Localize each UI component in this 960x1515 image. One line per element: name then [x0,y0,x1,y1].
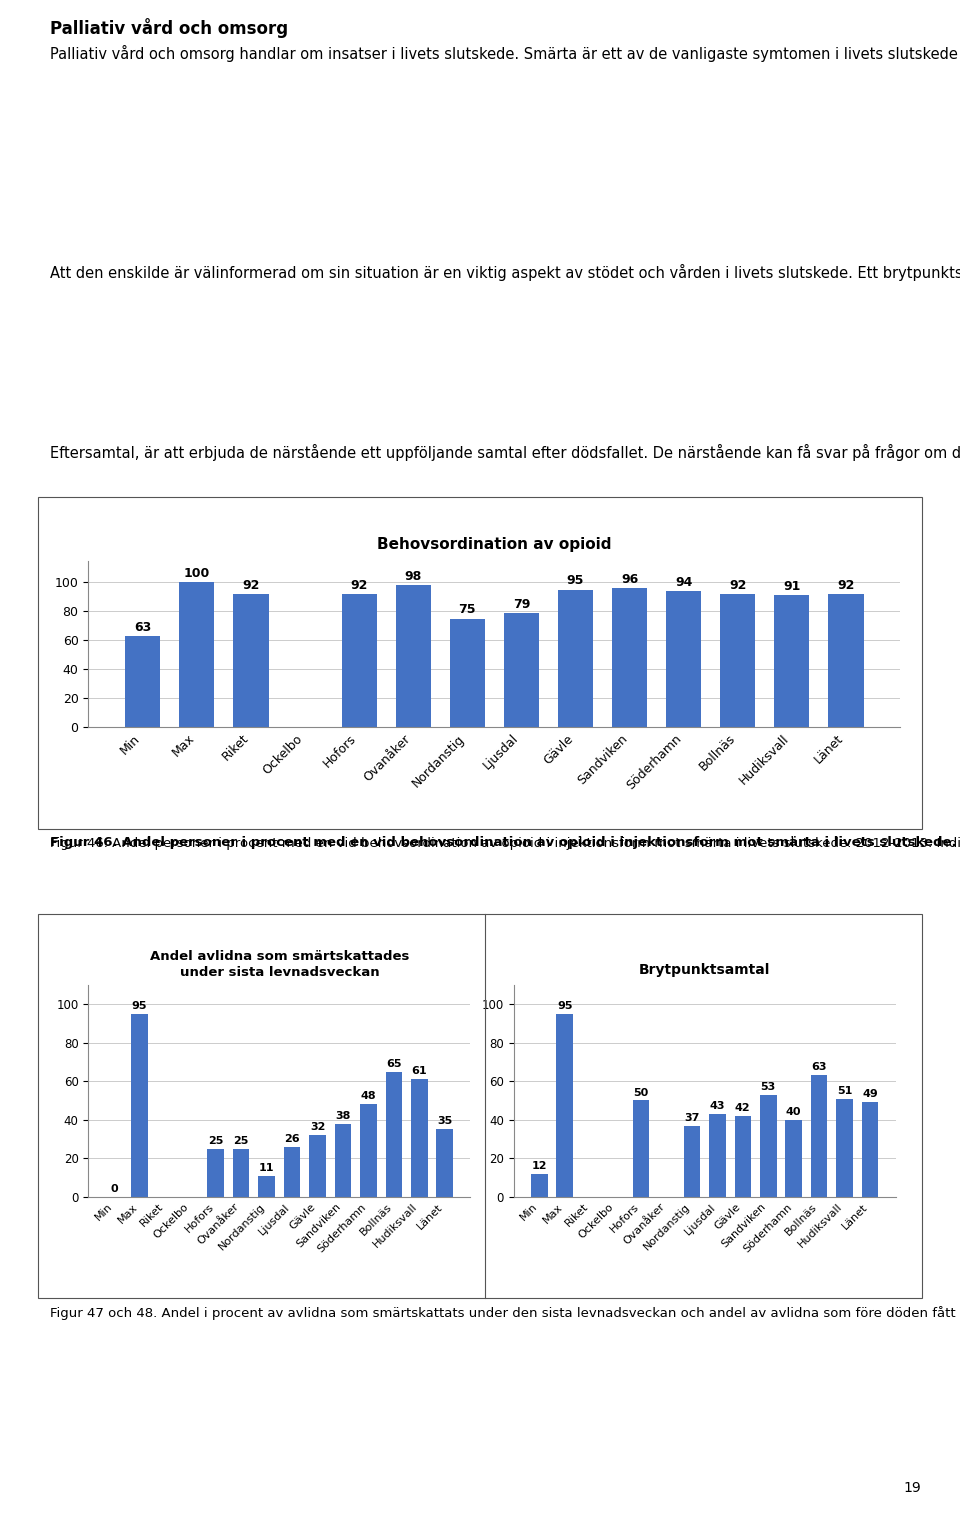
Text: 92: 92 [242,579,260,592]
Bar [309,1135,325,1197]
Text: 92: 92 [837,579,854,592]
Title: Andel avlidna som smärtskattades
under sista levnadsveckan: Andel avlidna som smärtskattades under s… [150,950,409,979]
Text: Att den enskilde är välinformerad om sin situation är en viktig aspekt av stödet: Att den enskilde är välinformerad om sin… [50,264,960,280]
Bar [760,1095,777,1197]
Bar [437,1129,453,1197]
Text: 92: 92 [729,579,747,592]
Text: 25: 25 [208,1136,224,1145]
Bar [666,591,702,727]
Bar [531,1174,547,1197]
Text: 96: 96 [621,573,638,586]
Text: Palliativ vård och omsorg handlar om insatser i livets slutskede. Smärta är ett : Palliativ vård och omsorg handlar om ins… [50,45,960,62]
Bar [396,585,431,727]
Text: 79: 79 [513,597,530,611]
Bar [284,1147,300,1197]
Text: 51: 51 [837,1086,852,1095]
Bar [258,1176,275,1197]
Text: 95: 95 [557,1001,572,1011]
Text: 95: 95 [566,574,585,588]
Bar [836,1098,852,1197]
Text: Palliativ vård och omsorg: Palliativ vård och omsorg [50,18,288,38]
Text: 91: 91 [783,580,801,594]
Text: 49: 49 [862,1089,877,1100]
Bar [862,1103,878,1197]
Bar [233,1148,250,1197]
Bar [360,1104,376,1197]
Bar [828,594,864,727]
Text: 38: 38 [335,1110,350,1121]
Bar [557,1014,573,1197]
Text: Figur 47 och 48. Andel i procent av avlidna som smärtskattats under den sista le: Figur 47 och 48. Andel i procent av avli… [50,1306,960,1320]
Title: Behovsordination av opioid: Behovsordination av opioid [377,538,612,553]
Text: 48: 48 [361,1091,376,1101]
Text: 0: 0 [110,1183,118,1194]
Title: Brytpunktsamtal: Brytpunktsamtal [639,962,770,977]
Text: 12: 12 [532,1160,547,1171]
Bar [558,589,593,727]
Bar [633,1100,649,1197]
Text: 25: 25 [233,1136,249,1145]
Bar [125,636,160,727]
Bar [207,1148,224,1197]
Text: 40: 40 [786,1107,802,1117]
Bar [720,594,756,727]
Text: 43: 43 [709,1101,725,1110]
Text: 63: 63 [134,621,152,633]
Bar [775,595,809,727]
Bar [233,594,269,727]
Bar [411,1079,427,1197]
Text: Figur 46. Andel personer i procent med en vid behovsordination av opioid i injek: Figur 46. Andel personer i procent med e… [50,836,960,850]
Text: 50: 50 [634,1088,649,1097]
Text: 26: 26 [284,1133,300,1144]
Text: 63: 63 [811,1062,827,1073]
Text: 65: 65 [386,1059,401,1068]
Text: Figur 46. Andel personer i procent med en vid behovsordination av opioid i injek: Figur 46. Andel personer i procent med e… [50,836,960,850]
Text: 94: 94 [675,576,692,589]
Bar [734,1117,751,1197]
Bar [386,1071,402,1197]
Text: 61: 61 [412,1067,427,1076]
Text: 100: 100 [183,567,210,580]
Bar [132,1014,148,1197]
Bar [335,1124,351,1197]
Text: Figur 46. Andel personer i procent med en vid behovsordination av opioid i injek: Figur 46. Andel personer i procent med e… [50,836,960,850]
Text: 19: 19 [904,1482,922,1495]
Bar [811,1076,828,1197]
Text: 42: 42 [735,1103,751,1114]
Bar [180,582,214,727]
Text: 11: 11 [259,1162,275,1173]
Text: 92: 92 [350,579,368,592]
Bar [684,1126,700,1197]
Bar [785,1120,802,1197]
Bar [612,588,647,727]
Bar [450,618,485,727]
Text: 75: 75 [459,603,476,617]
Text: 98: 98 [405,570,421,583]
Bar [709,1114,726,1197]
Text: 95: 95 [132,1001,147,1011]
Text: Eftersamtal, är att erbjuda de närstående ett uppföljande samtal efter dödsfalle: Eftersamtal, är att erbjuda de närståend… [50,444,960,461]
Text: 53: 53 [760,1082,776,1092]
Bar [504,612,539,727]
Bar [342,594,376,727]
Text: 37: 37 [684,1112,700,1123]
Text: 32: 32 [310,1123,325,1132]
Text: 35: 35 [437,1117,452,1127]
